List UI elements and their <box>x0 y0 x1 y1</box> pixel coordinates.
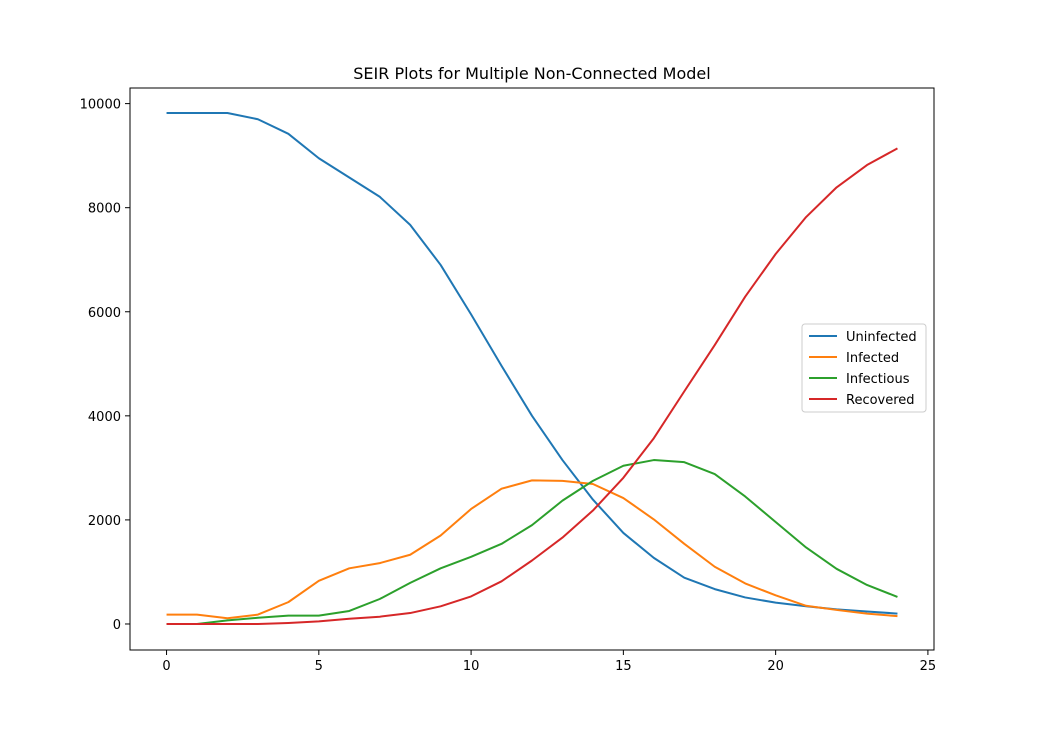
series-line-recovered <box>166 147 898 625</box>
series-line-infected <box>166 479 898 620</box>
x-tick-label: 10 <box>463 659 480 674</box>
x-tick-label: 0 <box>162 659 170 674</box>
y-tick-label: 6000 <box>88 306 121 321</box>
y-tick-label: 8000 <box>88 202 121 217</box>
legend-box <box>801 323 927 413</box>
y-axis: 0 2000 4000 6000 8000 10000 <box>80 98 130 633</box>
x-axis: 0 5 10 15 20 25 <box>162 650 936 674</box>
x-tick-label: 20 <box>767 659 784 674</box>
chart-title: SEIR Plots for Multiple Non-Connected Mo… <box>353 64 710 83</box>
plot-frame <box>129 87 935 651</box>
legend: Uninfected Infected Infectious Recovered <box>801 323 927 413</box>
series-line-infectious <box>166 459 898 625</box>
y-tick-label: 2000 <box>88 514 121 529</box>
x-tick-label: 15 <box>615 659 632 674</box>
legend-label-uninfected: Uninfected <box>846 330 917 345</box>
series-line-uninfected <box>166 111 898 615</box>
legend-label-recovered: Recovered <box>846 393 915 408</box>
x-tick-label: 5 <box>315 659 323 674</box>
y-tick-label: 0 <box>113 618 121 633</box>
y-tick-label: 4000 <box>88 410 121 425</box>
legend-label-infected: Infected <box>846 351 899 366</box>
legend-label-infectious: Infectious <box>846 372 910 387</box>
y-tick-label: 10000 <box>80 98 121 113</box>
series-lines <box>166 111 898 625</box>
x-tick-label: 25 <box>920 659 937 674</box>
